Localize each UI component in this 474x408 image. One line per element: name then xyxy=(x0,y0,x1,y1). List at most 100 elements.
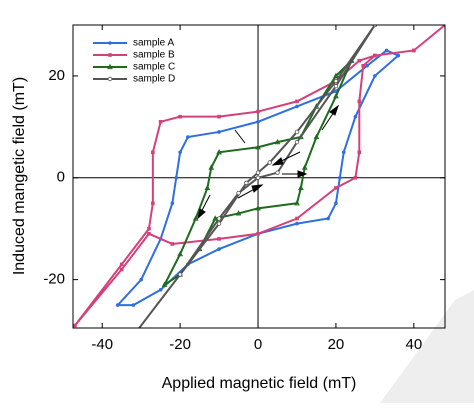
marker xyxy=(178,114,182,119)
marker xyxy=(158,288,163,292)
arrows xyxy=(197,104,339,220)
series xyxy=(135,25,378,333)
marker xyxy=(255,170,261,175)
marker xyxy=(217,114,221,119)
marker xyxy=(208,164,215,170)
marker xyxy=(365,63,369,68)
marker xyxy=(216,149,222,155)
marker xyxy=(235,210,242,216)
marker xyxy=(353,114,358,119)
marker xyxy=(135,329,139,333)
x-tick-label: 40 xyxy=(405,336,422,353)
marker xyxy=(217,130,221,134)
y-axis-label: Induced mangetic field (mT) xyxy=(11,77,28,275)
legend-marker xyxy=(108,53,112,57)
marker xyxy=(192,215,199,221)
marker xyxy=(357,150,362,155)
marker xyxy=(357,58,362,63)
legend-marker xyxy=(107,76,113,82)
legend-marker xyxy=(107,63,113,70)
marker xyxy=(384,48,389,53)
marker xyxy=(267,160,272,165)
marker xyxy=(131,303,136,307)
marker xyxy=(256,231,260,236)
marker xyxy=(353,175,358,180)
legend-label: sample C xyxy=(133,62,175,73)
marker xyxy=(177,250,183,257)
marker xyxy=(333,78,339,84)
series-line xyxy=(74,25,445,327)
arrow-head xyxy=(197,208,206,220)
marker xyxy=(119,262,124,267)
marker xyxy=(255,143,261,150)
marker xyxy=(217,237,221,241)
marker xyxy=(274,138,281,145)
marker xyxy=(341,150,346,155)
arrow xyxy=(234,129,246,144)
legend-marker xyxy=(108,41,112,45)
marker xyxy=(216,221,222,226)
marker xyxy=(361,63,365,68)
marker xyxy=(119,267,124,272)
marker xyxy=(295,99,299,104)
marker xyxy=(295,104,299,109)
series xyxy=(73,25,445,328)
marker xyxy=(333,72,339,79)
marker xyxy=(334,201,338,206)
y-tick-label: 20 xyxy=(48,67,65,84)
marker xyxy=(178,150,182,155)
marker xyxy=(326,216,330,221)
marker xyxy=(256,119,260,124)
marker xyxy=(174,175,179,180)
marker xyxy=(147,231,151,236)
frame xyxy=(72,24,446,329)
y-tick-label: 0 xyxy=(57,169,65,186)
marker xyxy=(255,205,261,211)
marker xyxy=(170,242,175,246)
x-tick-label: -20 xyxy=(169,336,191,353)
legend-label: sample B xyxy=(133,50,175,61)
watermark xyxy=(380,290,474,403)
marker xyxy=(170,201,175,206)
marker xyxy=(158,119,163,124)
marker xyxy=(115,303,120,307)
marker xyxy=(177,272,183,277)
marker xyxy=(294,199,300,206)
series-line xyxy=(137,25,376,328)
legend-label: sample A xyxy=(133,38,174,49)
marker xyxy=(204,184,211,191)
marker xyxy=(334,186,338,190)
marker xyxy=(236,190,241,196)
marker xyxy=(216,216,222,221)
legend-label: sample D xyxy=(133,74,175,85)
marker xyxy=(313,133,320,140)
arrow-head xyxy=(297,170,308,178)
marker xyxy=(275,170,280,175)
marker xyxy=(294,129,300,135)
marker xyxy=(373,53,377,58)
marker xyxy=(333,83,339,89)
marker xyxy=(244,180,249,186)
marker xyxy=(373,74,377,78)
marker xyxy=(357,99,362,104)
marker xyxy=(151,150,155,155)
x-tick-label: 0 xyxy=(254,336,262,353)
marker xyxy=(139,277,143,282)
marker xyxy=(298,184,304,191)
marker xyxy=(256,109,260,114)
marker xyxy=(186,135,190,139)
marker xyxy=(412,48,416,53)
series-line xyxy=(161,59,353,288)
marker xyxy=(338,175,342,180)
arrow-head xyxy=(251,184,264,193)
marker xyxy=(217,247,221,251)
marker xyxy=(333,93,339,99)
series xyxy=(161,57,355,288)
marker xyxy=(294,139,300,145)
arrow-head xyxy=(329,104,339,116)
marker xyxy=(73,323,77,328)
marker xyxy=(147,226,151,231)
y-tick-label: -20 xyxy=(43,271,65,288)
marker xyxy=(161,281,168,287)
